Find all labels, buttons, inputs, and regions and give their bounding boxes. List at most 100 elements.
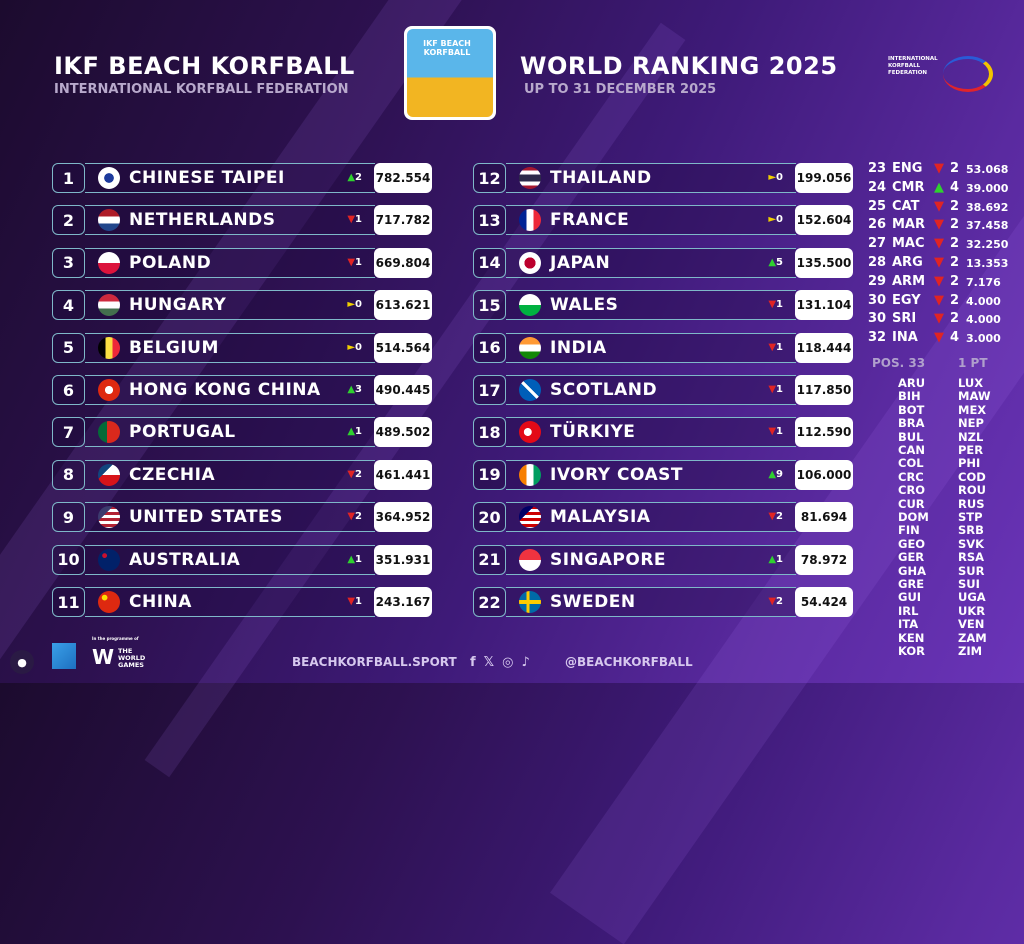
country-name: INDIA [550,337,607,358]
rank-change: ▼1 [768,299,783,311]
country-name: POLAND [129,252,212,273]
tiktok-icon[interactable]: ♪ [521,655,538,670]
side-ranking-row: 27 MAC ▼ 2 32.250 [868,236,1009,252]
rank-number: 12 [473,163,506,193]
ranking-row: 14 JAPAN ▲5 135.500 [473,247,853,278]
score-badge: 106.000 [795,459,853,490]
flag-tpe-icon [98,167,120,189]
flag-jpn-icon [519,251,541,274]
country-code: COD [958,469,986,484]
arrow-down-icon: ▼ [347,256,356,268]
subtitle-left: INTERNATIONAL KORFBALL FEDERATION [54,82,349,97]
rank-number: 22 [473,587,506,617]
arrow-same-icon: ► [768,214,777,226]
rank-change: ▲5 [768,256,783,268]
score-badge: 117.850 [795,375,853,405]
rank-change: ▼1 [347,256,362,268]
world-games-logo: In the programme of W THE WORLD GAMES [92,636,146,669]
flag-bel-icon [98,336,120,359]
country-code: SUR [958,563,985,578]
country-bar [506,375,796,405]
country-code: MEX [958,402,987,417]
country-code: PHI [958,456,981,471]
country-bar [506,587,796,617]
flag-aus-icon [98,548,120,571]
score-badge: 199.056 [795,163,853,193]
score-badge: 514.564 [374,332,432,363]
flag-mas-icon [519,506,541,529]
country-code: BOT [898,402,925,417]
beach-korfball-logo: IKF BEACH KORFBALL [404,26,496,120]
rank-change: ▲3 [347,384,362,395]
social-handle[interactable]: @BEACHKORFBALL [565,655,693,669]
facebook-icon[interactable]: f [470,655,484,670]
score-badge: 118.444 [795,332,853,363]
rank-number: 13 [473,205,506,236]
rank-number: 17 [473,375,506,405]
ranking-row: 13 FRANCE ►0 152.604 [473,205,853,236]
flag-fra-icon [519,209,541,232]
arrow-down-icon: ▼ [347,511,356,523]
flag-pol-icon [98,251,120,274]
ranking-row: 11 CHINA ▼1 243.167 [52,587,432,617]
flag-tha-icon [519,167,541,189]
arrow-down-icon: ▼ [934,236,944,252]
country-bar [85,375,375,405]
ranking-row: 3 POLAND ▼1 669.804 [52,247,432,278]
score-badge: 669.804 [374,247,432,278]
arrow-up-icon: ▲ [934,179,944,195]
country-code: ZIM [958,644,983,658]
website-link[interactable]: BEACHKORFBALL.SPORT [292,655,457,669]
country-code: GEO [898,536,926,551]
country-name: NETHERLANDS [129,210,276,231]
flag-sco-icon [519,379,541,401]
ranking-row: 18 TÜRKIYE ▼1 112.590 [473,417,853,448]
user-avatar-button[interactable]: ● [10,650,34,674]
country-code: BUL [898,429,924,444]
rank-change: ▼2 [347,511,362,523]
country-code: ROU [958,483,986,498]
arrow-down-icon: ▼ [768,299,777,311]
country-code: UKR [958,603,986,618]
side-ranking-row: 32 INA ▼ 4 3.000 [868,330,1001,346]
country-code: GRE [898,577,925,591]
arrow-down-icon: ▼ [347,214,356,226]
country-code: BIH [898,389,921,404]
country-name: HUNGARY [129,295,227,316]
flag-swe-icon [519,591,541,613]
flag-sgp-icon [519,548,541,571]
rank-number: 14 [473,247,506,278]
country-name: SINGAPORE [550,549,667,570]
country-name: PORTUGAL [129,422,236,443]
ranking-row: 15 WALES ▼1 131.104 [473,290,853,321]
country-name: BELGIUM [129,337,219,358]
country-name: CZECHIA [129,464,216,485]
rank-change: ▼1 [347,214,362,226]
x-icon[interactable]: 𝕏 [483,655,503,670]
rank-change: ▲9 [768,468,783,480]
country-bar [85,163,375,193]
country-code: UGA [958,590,986,605]
score-badge: 152.604 [795,205,853,236]
country-bar [85,587,375,617]
title-left: IKF BEACH KORFBALL [54,52,355,80]
rank-change: ▲1 [768,553,783,565]
rank-change: ▲1 [347,426,362,438]
side-ranking-row: 23 ENG ▼ 2 53.068 [868,161,1009,176]
arrow-up-icon: ▲ [768,468,777,480]
rank-change: ►0 [347,299,362,311]
country-bar [85,332,375,363]
flag-ind-icon [519,336,541,359]
side-ranking-row: 29 ARM ▼ 2 7.176 [868,273,1001,289]
country-bar [506,417,796,448]
ikf-small-logo [52,643,76,669]
flag-cze-icon [98,463,120,486]
score-badge: 131.104 [795,290,853,321]
rank-change: ▼1 [768,384,783,395]
instagram-icon[interactable]: ◎ [502,655,522,670]
flag-por-icon [98,421,120,444]
arrow-down-icon: ▼ [934,330,944,346]
arrow-down-icon: ▼ [768,596,777,607]
score-badge: 364.952 [374,502,432,533]
rank-number: 19 [473,459,506,490]
